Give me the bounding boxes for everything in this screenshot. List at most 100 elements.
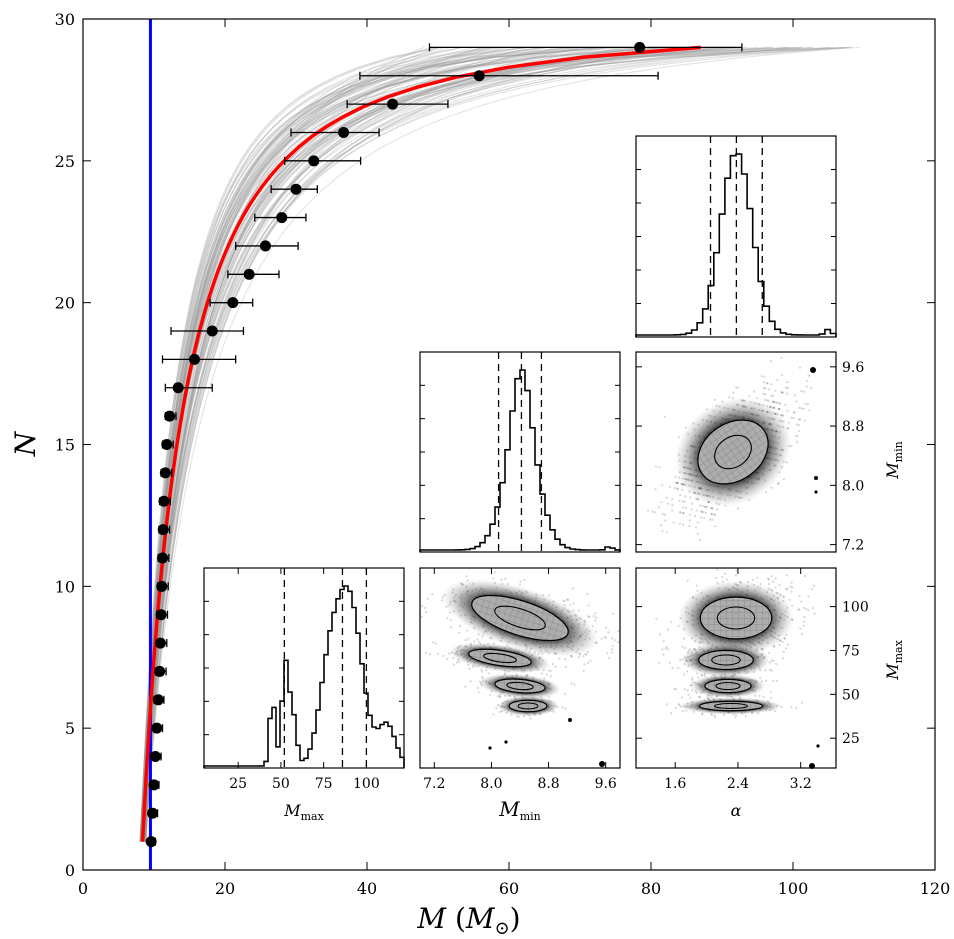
- sample-point: [734, 574, 738, 577]
- sample-point: [703, 516, 706, 520]
- x-tick-label: 3.2: [790, 776, 812, 792]
- x-tick-label: 1.6: [664, 776, 686, 792]
- sample-point: [770, 696, 773, 699]
- sample-point: [587, 661, 590, 665]
- sample-point: [589, 659, 592, 662]
- sample-point: [661, 530, 664, 533]
- sample-point: [685, 506, 688, 510]
- x-tick-label: 40: [357, 879, 377, 898]
- alpha-mmax: 1.6 2.4 3.2 25 50 75 100 α Mmax: [635, 567, 905, 820]
- sample-point: [500, 578, 503, 582]
- x-tick-label: 75: [315, 776, 333, 792]
- sample-point: [611, 637, 614, 640]
- sample-point: [800, 407, 803, 410]
- sample-point: [798, 424, 801, 427]
- sample-point: [781, 391, 784, 394]
- sample-point: [795, 707, 798, 710]
- sample-point: [666, 628, 670, 631]
- sample-point: [759, 677, 762, 680]
- posterior-curve: [143, 46, 482, 842]
- posterior-curve: [144, 46, 683, 842]
- sample-point: [699, 504, 702, 507]
- sample-point: [563, 658, 567, 661]
- sample-point: [582, 669, 585, 673]
- sample-point: [770, 394, 773, 397]
- sample-point: [713, 513, 716, 516]
- sample-point: [764, 393, 767, 396]
- sample-point: [562, 599, 565, 602]
- sample-point: [797, 429, 801, 432]
- sample-point: [674, 706, 678, 710]
- sample-point: [790, 604, 794, 607]
- sample-point: [701, 713, 704, 716]
- outlier: [504, 740, 508, 744]
- sample-point: [793, 394, 797, 397]
- sample-point: [661, 484, 664, 487]
- sample-point: [476, 638, 479, 641]
- sample-point: [464, 685, 467, 688]
- sample-point: [786, 409, 789, 412]
- y-tick-label: 100: [842, 600, 869, 616]
- sample-point: [715, 576, 718, 580]
- y-tick-label: 75: [842, 643, 860, 659]
- sample-point: [711, 507, 714, 510]
- sample-point: [716, 508, 719, 511]
- sample-point: [710, 507, 713, 510]
- sample-point: [702, 510, 705, 514]
- sample-point: [600, 637, 603, 640]
- sample-point: [798, 418, 801, 421]
- sample-point: [690, 508, 693, 511]
- sample-point: [673, 487, 676, 490]
- sample-point: [700, 510, 704, 513]
- sample-point: [653, 511, 656, 514]
- sample-point: [570, 682, 573, 685]
- sample-point: [587, 615, 590, 618]
- sample-point: [788, 598, 791, 602]
- posterior-curve: [143, 46, 799, 842]
- outlier: [810, 367, 816, 373]
- sample-point: [777, 407, 780, 410]
- posterior-curve: [143, 46, 709, 842]
- sample-point: [771, 400, 774, 403]
- y-tick-label: 8.0: [842, 478, 864, 494]
- sample-point: [810, 588, 813, 591]
- data-point: [634, 41, 646, 53]
- sample-point: [431, 593, 434, 596]
- data-point: [161, 439, 173, 450]
- contour-outer: [698, 649, 754, 671]
- contour-outer: [468, 648, 532, 668]
- y-tick-label: 9.6: [842, 360, 864, 376]
- sample-point: [803, 620, 806, 623]
- sample-point: [756, 576, 759, 579]
- sample-point: [671, 503, 674, 506]
- sample-point: [425, 610, 428, 614]
- sample-point: [764, 387, 767, 390]
- data-point: [149, 751, 161, 763]
- posterior-curve: [145, 46, 723, 842]
- sample-point: [665, 531, 669, 534]
- sample-point: [452, 663, 455, 666]
- sample-point: [549, 675, 552, 678]
- sample-point: [778, 408, 781, 411]
- sample-point: [664, 519, 667, 522]
- sample-point: [797, 608, 800, 611]
- data-point: [290, 183, 302, 195]
- contour-inner: [711, 654, 741, 666]
- sample-point: [672, 521, 675, 524]
- posterior-curve: [143, 46, 559, 842]
- sample-point: [713, 714, 716, 717]
- sample-point: [651, 510, 654, 513]
- sample-point: [466, 629, 469, 632]
- sample-point: [666, 502, 670, 505]
- sample-point: [671, 497, 674, 501]
- sample-point: [748, 395, 751, 398]
- sample-point: [675, 487, 679, 490]
- sample-point: [449, 619, 452, 622]
- sample-point: [764, 491, 768, 494]
- sample-point: [548, 594, 551, 597]
- sample-point: [751, 578, 755, 581]
- contour-outer: [698, 700, 764, 712]
- sample-point: [478, 640, 481, 643]
- sample-point: [658, 661, 661, 664]
- sample-point: [767, 578, 771, 581]
